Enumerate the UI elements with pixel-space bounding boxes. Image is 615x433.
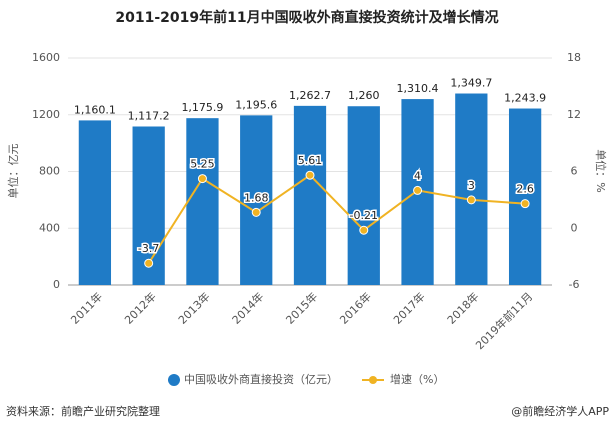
line-value-label: 5.25: [190, 158, 215, 171]
line-value-label: -0.21: [350, 209, 378, 222]
y-tick-label: 0: [53, 278, 60, 291]
line-point: [197, 174, 207, 184]
bar-value-label: 1,195.6: [235, 98, 277, 111]
line-point: [520, 199, 530, 209]
line-value-label: 4: [414, 169, 421, 182]
bar-value-label: 1,160.1: [74, 103, 116, 116]
chart-title: 2011-2019年前11月中国吸收外商直接投资统计及增长情况: [115, 9, 498, 26]
x-tick-label: 2017年: [390, 289, 427, 326]
bar: [132, 126, 165, 285]
y-tick-label: 1200: [32, 108, 60, 121]
y-tick-label: 1600: [32, 51, 60, 64]
line: [147, 173, 526, 264]
bar: [293, 105, 327, 286]
line-point: [305, 170, 315, 180]
legend-swatch: [168, 374, 180, 386]
bar-value-label: 1,260: [348, 89, 380, 102]
line-value-label: 5.61: [298, 154, 323, 167]
line-point: [413, 185, 423, 195]
x-tick-label: 2012年: [121, 289, 158, 326]
line-point: [466, 195, 476, 205]
bar-value-label: 1,349.7: [450, 77, 492, 90]
y-tick-label: 800: [39, 165, 60, 178]
line-point: [144, 258, 154, 268]
bar: [78, 120, 112, 285]
legend-swatch: [369, 376, 377, 384]
bar-value-label: 1,117.2: [128, 109, 170, 122]
y-tick-label: 400: [39, 221, 60, 234]
y2-tick-label: 6: [571, 165, 578, 178]
y2-tick-label: 0: [571, 221, 578, 234]
bar-value-label: 1,243.9: [504, 92, 546, 105]
x-tick-label: 2018年: [444, 289, 481, 326]
y2-axis-label: 单位：%: [594, 149, 608, 192]
x-tick-label: 2014年: [229, 289, 266, 326]
y-axis-label: 单位：亿元: [6, 144, 20, 199]
y2-tick-label: 12: [567, 108, 581, 121]
bar-value-label: 1,262.7: [289, 89, 331, 102]
y2-tick-label: 18: [567, 51, 581, 64]
bar: [240, 115, 273, 285]
bar-value-label: 1,175.9: [181, 101, 223, 114]
x-tick-label: 2015年: [283, 289, 320, 326]
x-tick-label: 2016年: [337, 289, 374, 326]
bar: [347, 106, 380, 285]
legend-label: 增速（%）: [390, 372, 444, 386]
legend-label: 中国吸收外商直接投资（亿元）: [184, 372, 338, 386]
line-point: [251, 207, 261, 217]
bar-value-label: 1,310.4: [397, 82, 439, 95]
line-value-label: 3: [468, 179, 475, 192]
x-tick-label: 2011年: [68, 289, 105, 326]
x-tick-label: 2019年前11月: [472, 289, 535, 352]
bar: [508, 108, 542, 285]
line-point: [359, 225, 369, 235]
bar: [455, 93, 488, 285]
line-value-label: -3.7: [138, 242, 159, 255]
y2-tick-label: -6: [569, 278, 580, 291]
x-tick-label: 2013年: [175, 289, 212, 326]
brand-note: @前瞻经济学人APP: [511, 404, 609, 418]
line-value-label: 1.68: [244, 191, 269, 204]
source-note: 资料来源：前瞻产业研究院整理: [6, 404, 160, 418]
bar: [186, 118, 219, 285]
line-value-label: 2.6: [516, 183, 534, 196]
